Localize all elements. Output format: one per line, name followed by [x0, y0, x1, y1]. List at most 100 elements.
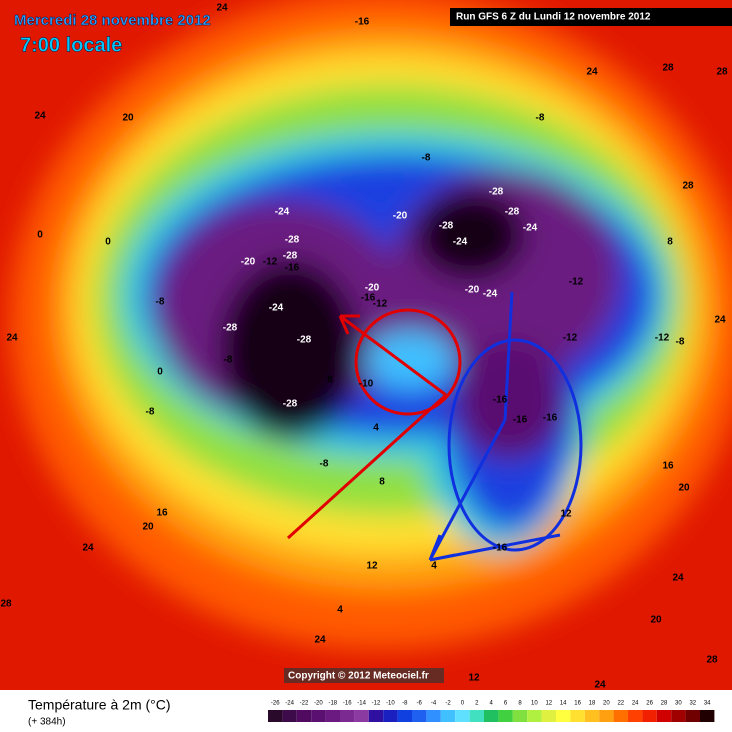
legend-tick-label: 8 — [518, 701, 522, 707]
contour-label: 8 — [327, 375, 333, 386]
contour-label: 0 — [157, 367, 163, 378]
legend-swatch — [556, 710, 571, 722]
legend-swatch — [282, 710, 297, 722]
contour-label: -8 — [146, 407, 155, 418]
legend-tick-label: -24 — [285, 701, 294, 707]
legend-swatch — [700, 710, 715, 722]
contour-label: -16 — [355, 17, 370, 28]
contour-label: -28 — [505, 207, 520, 218]
legend-swatch — [325, 710, 340, 722]
legend-swatch — [340, 710, 355, 722]
contour-label: 8 — [379, 477, 385, 488]
legend-tick-label: 22 — [617, 701, 624, 707]
legend-swatch — [527, 710, 542, 722]
contour-label: 28 — [706, 655, 718, 666]
contour-label: 20 — [142, 522, 154, 533]
contour-label: -12 — [563, 333, 578, 344]
contour-label: 8 — [667, 237, 673, 248]
legend-swatch — [512, 710, 528, 722]
contour-label: 24 — [82, 543, 94, 554]
contour-label: 24 — [34, 111, 46, 122]
contour-label: 12 — [468, 673, 480, 684]
contour-label: 4 — [431, 561, 437, 572]
legend-tick-label: 4 — [490, 701, 494, 707]
blue-arrow — [428, 291, 561, 562]
legend-swatch — [599, 710, 614, 722]
legend-swatch — [455, 710, 470, 722]
copyright-box — [284, 668, 444, 683]
contour-label: 0 — [37, 230, 43, 241]
contour-label: 24 — [714, 315, 726, 326]
contour-label: -8 — [224, 355, 233, 366]
contour-label: 12 — [560, 509, 572, 520]
legend-swatch — [642, 710, 657, 722]
legend-tick-label: 16 — [574, 701, 581, 707]
legend-tick-label: 32 — [689, 701, 696, 707]
contour-label: -24 — [269, 303, 284, 314]
contour-label: 12 — [366, 561, 378, 572]
temperature-field — [0, 0, 732, 690]
contour-label: -28 — [489, 187, 504, 198]
legend-swatch — [541, 710, 556, 722]
annotations — [286, 291, 583, 562]
legend-tick-label: -6 — [417, 701, 423, 707]
copyright: Copyright © 2012 Meteociel.fr — [288, 671, 429, 682]
legend-tick-label: 20 — [603, 701, 610, 707]
legend-tick-label: -4 — [431, 701, 437, 707]
contour-label: -12 — [373, 299, 388, 310]
contour-label: -28 — [283, 399, 298, 410]
contour-label: -16 — [513, 415, 528, 426]
contour-label: 24 — [672, 573, 684, 584]
run-box — [450, 8, 732, 26]
legend-tick-label: -10 — [386, 701, 395, 707]
legend-swatch — [570, 710, 585, 722]
contour-label: -20 — [393, 211, 408, 222]
legend-swatch — [354, 710, 369, 722]
legend-tick-label: -8 — [402, 701, 408, 707]
legend-swatch — [628, 710, 643, 722]
legend-tick-label: -26 — [271, 701, 280, 707]
contour-label: -8 — [320, 459, 329, 470]
legend-tick-label: -22 — [300, 701, 309, 707]
contour-label: -24 — [483, 289, 498, 300]
contour-label: -12 — [655, 333, 670, 344]
contour-label: -8 — [536, 113, 545, 124]
red-arrow — [286, 314, 448, 540]
legend-tick-label: 30 — [675, 701, 682, 707]
legend-swatch — [397, 710, 412, 722]
legend-tick-label: -2 — [445, 701, 451, 707]
contour-label: -28 — [285, 235, 300, 246]
contour-label: 20 — [650, 615, 662, 626]
contour-label: -8 — [156, 297, 165, 308]
legend-tick-label: -12 — [372, 701, 381, 707]
footer-title: Température à 2m (°C) — [28, 697, 171, 713]
contour-label: 0 — [105, 237, 111, 248]
legend-tick-label: 2 — [475, 701, 479, 707]
legend-swatch — [368, 710, 384, 722]
legend-tick-label: -20 — [314, 701, 323, 707]
legend-swatch — [484, 710, 499, 722]
contour-label: 20 — [122, 113, 134, 124]
contour-label: 28 — [716, 67, 728, 78]
legend-swatch — [671, 710, 686, 722]
color-legend: -26 -24 -22 -20 -18 -16 -14 -12 -10 -8 -6 -4 -2 0 2 4 6 8… — [268, 701, 715, 722]
legend-tick-label: 26 — [646, 701, 653, 707]
contour-label: -16 — [493, 395, 508, 406]
contour-label: 4 — [337, 605, 343, 616]
legend-tick-label: -18 — [328, 701, 337, 707]
legend-tick-label: -14 — [357, 701, 366, 707]
legend-tick-label: 28 — [661, 701, 668, 707]
legend-tick-label: 18 — [589, 701, 596, 707]
contour-label: -24 — [275, 207, 290, 218]
legend-swatch — [685, 710, 700, 722]
contour-label: -24 — [523, 223, 538, 234]
contour-label: 16 — [156, 508, 168, 519]
contour-label: 24 — [594, 680, 606, 691]
contour-label: 24 — [314, 635, 326, 646]
legend-swatch — [440, 710, 456, 722]
legend-tick-label: 24 — [632, 701, 639, 707]
contour-label: -28 — [223, 323, 238, 334]
contour-label: 28 — [682, 181, 694, 192]
